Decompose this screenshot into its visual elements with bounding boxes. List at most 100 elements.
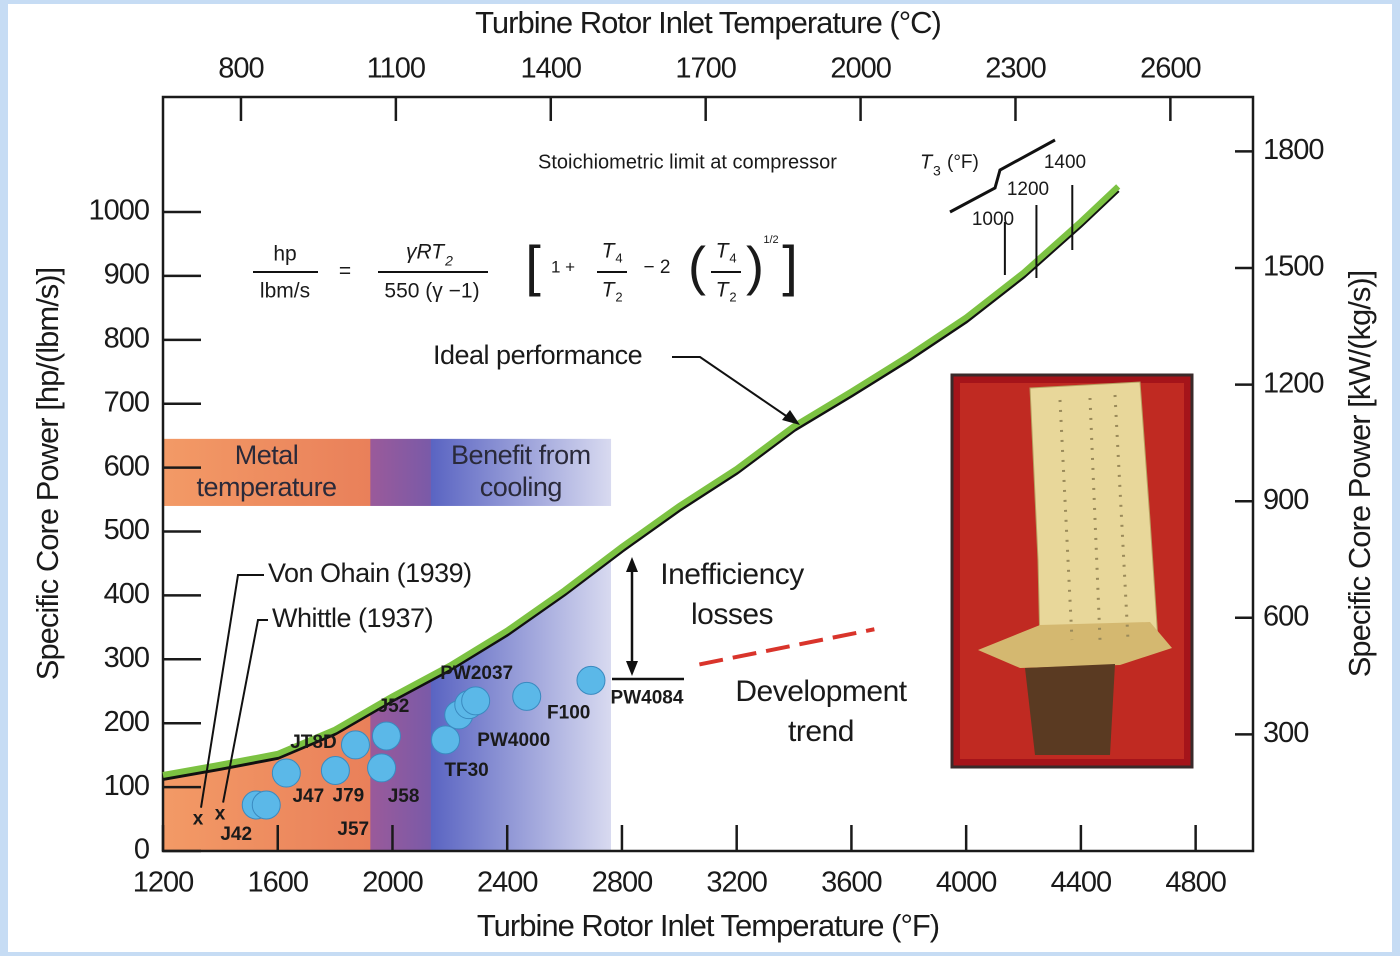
x-tick-label: 3200 — [706, 867, 767, 899]
formula-part: 550 (γ −1) — [384, 280, 479, 303]
y-tick-label: 700 — [104, 386, 149, 418]
formula-part: ( — [688, 236, 706, 296]
engine-cross: x — [193, 809, 204, 830]
engine-cross: x — [215, 804, 226, 825]
y2-axis-title: Specific Core Power [kW/(kg/s)] — [1342, 271, 1377, 678]
y-tick-label: 300 — [104, 642, 149, 674]
y-axis-title: Specific Core Power [hp/(lbm/s)] — [30, 268, 65, 680]
formula-part: ] — [782, 234, 798, 297]
engine-label: TF30 — [444, 760, 488, 781]
region-label: Benefit from — [451, 440, 591, 470]
formula-part: 2 — [444, 253, 453, 269]
formula-part: 4 — [729, 250, 736, 265]
annotation: Development — [735, 675, 907, 708]
x-tick-label: 2000 — [362, 867, 423, 899]
y2-tick-label: 600 — [1263, 600, 1308, 632]
engine-label: PW4000 — [477, 730, 550, 751]
y2-tick-label: 300 — [1263, 717, 1308, 749]
engine-label: PW2037 — [440, 663, 513, 684]
annotation: Whittle (1937) — [272, 603, 433, 633]
formula-part: − 2 — [644, 257, 671, 278]
engine-point — [321, 756, 349, 784]
annotation: losses — [691, 598, 773, 631]
y-tick-label: 0 — [134, 834, 149, 866]
x2-tick-label: 2300 — [985, 53, 1046, 85]
x-tick-label: 3600 — [821, 867, 882, 899]
engine-label: J42 — [220, 824, 252, 845]
chart: Metaltemperature Benefit fromcooling 1200 1… — [0, 0, 1400, 956]
region-label: cooling — [480, 472, 562, 502]
x2-tick-label: 1700 — [675, 53, 736, 85]
stoich-tick-label: 1200 — [1007, 179, 1049, 200]
x2-tick-label: 2600 — [1140, 53, 1201, 85]
y2-tick-label: 900 — [1263, 484, 1308, 516]
engine-label: J52 — [378, 696, 410, 717]
blade — [1030, 382, 1158, 648]
y2-tick-label: 1200 — [1263, 367, 1324, 399]
y-tick-label: 900 — [104, 259, 149, 291]
x2-tick-label: 2000 — [830, 53, 891, 85]
y-tick-label: 600 — [104, 450, 149, 482]
x2-tick-label: 800 — [218, 53, 263, 85]
stoich-label: Stoichiometric limit at compressor — [538, 151, 837, 173]
x2-tick-label: 1400 — [521, 53, 582, 85]
engine-label: J79 — [333, 786, 365, 807]
blade-photo — [952, 375, 1192, 767]
formula-part: 2 — [729, 289, 736, 304]
region-label: temperature — [197, 472, 337, 502]
x-axis-title: Turbine Rotor Inlet Temperature (°F) — [477, 908, 939, 943]
engine-label: J58 — [388, 786, 420, 807]
stoich-unit: (°F) — [947, 152, 979, 173]
engine-point — [341, 731, 369, 759]
root — [1025, 664, 1115, 755]
x-tick-label: 4000 — [936, 867, 997, 899]
formula-part: = — [339, 260, 351, 283]
engine-label: J57 — [337, 819, 369, 840]
engine-point — [462, 687, 490, 715]
y-tick-label: 800 — [104, 322, 149, 354]
annotation: Von Ohain (1939) — [268, 558, 472, 588]
formula-part: ) — [746, 236, 764, 296]
formula-part: 1/2 — [763, 234, 778, 246]
x-tick-label: 4800 — [1165, 867, 1226, 899]
engine-point — [272, 759, 300, 787]
stoich-tick-label: 1000 — [972, 209, 1014, 230]
stoich-sub: 3 — [933, 163, 941, 179]
formula-part: T — [716, 240, 731, 263]
engine-point — [513, 682, 541, 710]
formula-part: T — [602, 240, 617, 263]
y-tick-label: 200 — [104, 706, 149, 738]
formula-part: 4 — [615, 250, 622, 265]
x-tick-label: 2800 — [592, 867, 653, 899]
region-label: Metal — [235, 440, 299, 470]
annotation: Inefficiency — [660, 558, 804, 591]
x-tick-label: 1200 — [133, 867, 194, 899]
x-tick-label: 1600 — [247, 867, 308, 899]
stoich-tick-label: 1400 — [1044, 152, 1086, 173]
engine-point — [252, 791, 280, 819]
x2-axis-title: Turbine Rotor Inlet Temperature (°C) — [475, 5, 941, 40]
stoich-symbol: T — [920, 151, 934, 173]
engine-label: PW4084 — [611, 687, 684, 708]
engine-point — [577, 666, 605, 694]
formula-part: lbm/s — [260, 280, 310, 303]
formula-part: T — [716, 279, 731, 302]
y-tick-label: 1000 — [88, 195, 149, 227]
engine-label: F100 — [547, 702, 590, 723]
x2-tick-label: 1100 — [367, 53, 425, 85]
engine-label: J47 — [292, 786, 324, 807]
y-tick-label: 400 — [104, 578, 149, 610]
y2-tick-label: 1800 — [1263, 134, 1324, 166]
y2-tick-label: 1500 — [1263, 251, 1324, 283]
formula-part: 1 + — [551, 257, 575, 276]
y-tick-label: 500 — [104, 514, 149, 546]
formula-part: [ — [525, 234, 541, 297]
engine-point — [372, 722, 400, 750]
engine-point — [368, 754, 396, 782]
engine-point — [432, 726, 460, 754]
formula-part: γRT — [406, 241, 446, 264]
y-tick-label: 100 — [104, 770, 149, 802]
x-tick-label: 4400 — [1051, 867, 1112, 899]
formula-part: hp — [273, 243, 296, 266]
x-tick-label: 2400 — [477, 867, 538, 899]
